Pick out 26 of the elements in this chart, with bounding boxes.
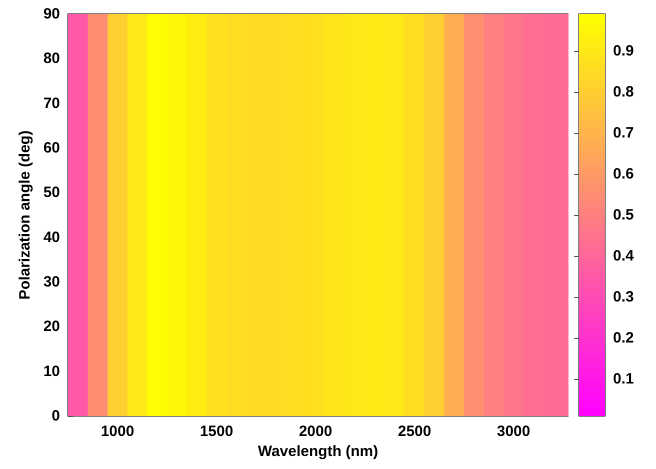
y-tick-label: 30 xyxy=(43,274,60,290)
x-tick-label: 2500 xyxy=(398,423,432,440)
x-tick-label: 1000 xyxy=(100,423,134,440)
x-tick-label: 3000 xyxy=(496,423,530,440)
color-bar-label: 0.2 xyxy=(613,330,634,347)
y-tick-label: 60 xyxy=(43,140,60,156)
color-bar-label: 0.3 xyxy=(613,288,634,306)
y-tick-label: 80 xyxy=(43,50,60,68)
color-bar-label: 0.1 xyxy=(613,370,634,388)
color-bar-label: 0.5 xyxy=(613,206,634,224)
y-tick-label: 50 xyxy=(43,184,60,202)
color-bar-label: 0.6 xyxy=(613,165,634,182)
y-tick-label: 0 xyxy=(52,408,60,424)
color-bar-label: 0.4 xyxy=(613,248,635,265)
x-tick-label: 2000 xyxy=(298,423,332,440)
y-tick-label: 90 xyxy=(43,6,60,22)
y-axis-title: Polarization angle (deg) xyxy=(16,130,34,300)
y-tick-label: 20 xyxy=(43,318,60,336)
color-bar-label: 0.9 xyxy=(613,42,634,60)
y-tick-label: 40 xyxy=(43,228,60,246)
y-tick-label: 70 xyxy=(43,94,60,112)
x-axis-title: Wavelength (nm) xyxy=(258,442,378,460)
color-bar-label: 0.8 xyxy=(613,83,634,100)
x-tick-label: 1500 xyxy=(200,423,234,440)
color-bar-label: 0.7 xyxy=(613,124,634,142)
y-tick-label: 10 xyxy=(43,362,60,380)
